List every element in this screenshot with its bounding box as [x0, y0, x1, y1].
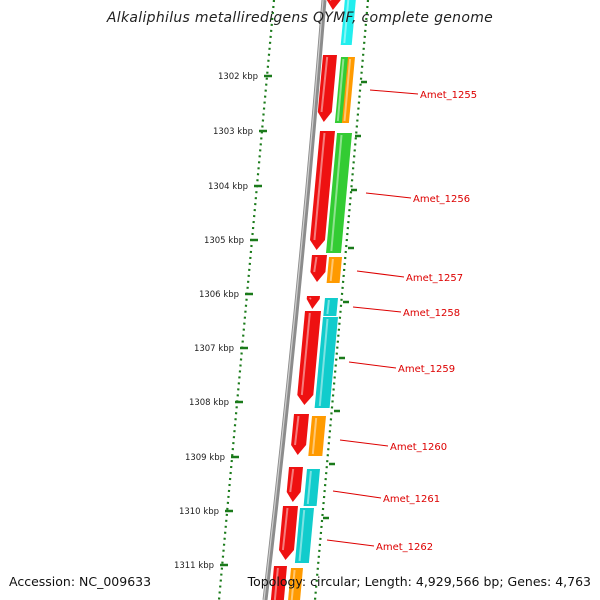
- kbp-tick-label: 1304 kbp: [208, 182, 248, 192]
- gene-block-highlight: [294, 415, 300, 446]
- summary-text: Topology: circular; Length: 4,929,566 bp…: [247, 574, 591, 589]
- gene-block-highlight: [289, 468, 295, 493]
- gene-block: [306, 296, 320, 309]
- gene-block-highlight: [273, 567, 279, 600]
- gene-block: [314, 317, 338, 408]
- kbp-tick-label: 1307 kbp: [194, 344, 234, 354]
- genome-title: Alkaliphilus metalliredigens QYMF, compl…: [106, 10, 494, 26]
- gene-block: [308, 416, 326, 456]
- gene-block: [288, 568, 303, 600]
- kbp-axis: 1302 kbp 1303 kbp 1304 kbp 1305 kbp 1306 kbp…: [174, 72, 367, 571]
- dotted-guide-line: [217, 0, 276, 600]
- gene-block: [310, 131, 335, 250]
- gene-block: [270, 566, 287, 600]
- kbp-tick-label: 1310 kbp: [179, 507, 219, 517]
- kbp-tick-label: 1302 kbp: [218, 72, 258, 82]
- gene-block-highlight: [343, 58, 352, 122]
- gene-block: [334, 57, 349, 123]
- gene-block-highlight: [313, 132, 326, 241]
- gene-block: [326, 0, 341, 10]
- gene-block: [326, 133, 352, 253]
- gene-block-highlight: [298, 509, 306, 562]
- gene-block-highlight: [311, 417, 318, 455]
- gene-block: [294, 508, 314, 563]
- gene-block-highlight: [329, 258, 334, 282]
- gene-block: [317, 55, 337, 122]
- gene-label[interactable]: Amet_1256: [413, 194, 470, 205]
- gene-block-highlight: [326, 299, 330, 315]
- backbone-line: [262, 0, 327, 600]
- gene-block-highlight: [336, 58, 345, 122]
- backbone-highlight: [263, 0, 324, 600]
- gene-block-highlight: [320, 56, 329, 113]
- gene-block-highlight: [300, 312, 311, 396]
- gene-block-highlight: [306, 470, 312, 505]
- gene-label-leader: [352, 306, 402, 313]
- gene-block-highlight: [309, 297, 312, 300]
- gene-label-leader: [332, 490, 382, 499]
- gene-block: [286, 467, 303, 502]
- gene-block: [310, 255, 327, 282]
- kbp-tick-label: 1309 kbp: [185, 453, 225, 463]
- kbp-tick-label: 1303 kbp: [213, 127, 253, 137]
- kbp-tick-label: 1306 kbp: [199, 290, 239, 300]
- gene-label[interactable]: Amet_1262: [376, 542, 433, 553]
- gene-features: [270, 0, 356, 600]
- gene-label-leader: [356, 270, 405, 278]
- backbone-ring: [262, 0, 327, 600]
- gene-label[interactable]: Amet_1258: [403, 308, 460, 319]
- gene-label[interactable]: Amet_1261: [383, 494, 440, 505]
- gene-block: [326, 257, 342, 283]
- gene-label-leader: [339, 439, 389, 447]
- gene-label[interactable]: Amet_1255: [420, 90, 477, 101]
- accession-text: Accession: NC_009633: [9, 574, 152, 589]
- gene-label-leader: [369, 89, 419, 95]
- dotted-guide-lines: [217, 0, 370, 600]
- gene-labels: Amet_1255 Amet_1256 Amet_1257 Amet_1258 Amet…: [326, 89, 477, 553]
- gene-block: [340, 0, 356, 45]
- gene-block-highlight: [330, 134, 343, 252]
- gene-block: [279, 506, 298, 560]
- gene-block-highlight: [281, 507, 289, 551]
- gene-block: [303, 469, 320, 506]
- gene-block-highlight: [290, 569, 296, 600]
- gene-label[interactable]: Amet_1259: [398, 364, 455, 375]
- dotted-guide-line: [313, 0, 370, 600]
- gene-block: [341, 57, 355, 123]
- gene-label-leader: [348, 361, 397, 369]
- gene-block: [323, 298, 338, 316]
- gene-label-leader: [326, 539, 375, 547]
- gene-block-highlight: [313, 256, 318, 273]
- gene-label-leader: [365, 192, 412, 199]
- gene-label[interactable]: Amet_1257: [406, 273, 463, 284]
- gene-block: [291, 414, 309, 455]
- gene-block: [297, 311, 321, 405]
- gene-block-highlight: [343, 0, 350, 44]
- gene-label[interactable]: Amet_1260: [390, 442, 447, 453]
- gene-block-highlight: [318, 318, 329, 407]
- kbp-tick-label: 1311 kbp: [174, 561, 214, 571]
- kbp-tick-label: 1308 kbp: [189, 398, 229, 408]
- kbp-tick-label: 1305 kbp: [204, 236, 244, 246]
